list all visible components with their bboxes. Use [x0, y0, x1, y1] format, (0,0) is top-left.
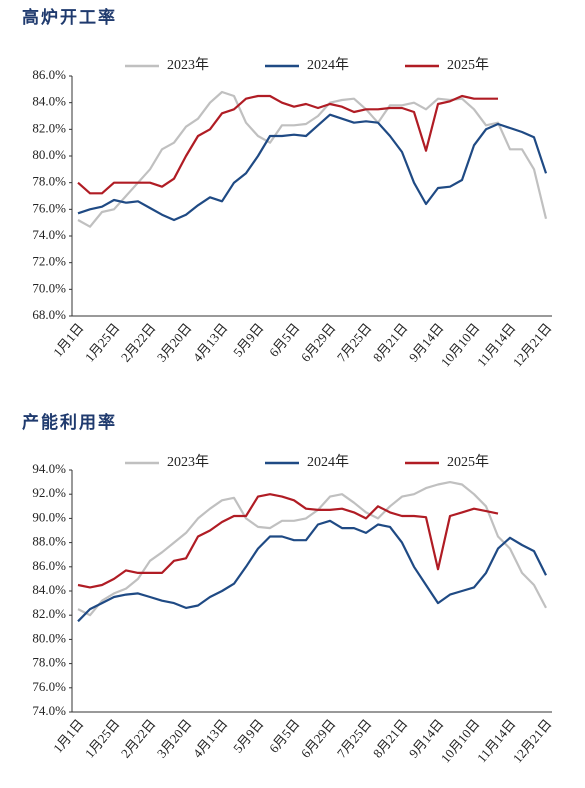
y-tick-label: 82.0%: [32, 120, 66, 135]
y-tick-label: 76.0%: [32, 679, 66, 694]
y-tick-label: 80.0%: [32, 147, 66, 162]
legend-label: 2024年: [307, 57, 349, 73]
y-tick-label: 74.0%: [32, 703, 66, 718]
x-tick-label: 7月25日: [334, 320, 375, 365]
series-line: [77, 493, 499, 589]
x-tick-label: 5月9日: [230, 320, 267, 360]
y-tick-label: 94.0%: [32, 461, 66, 476]
y-tick-label: 72.0%: [32, 254, 66, 269]
x-tick-label: 1月25日: [82, 716, 123, 761]
y-tick-label: 90.0%: [32, 509, 66, 524]
series-line: [77, 481, 547, 617]
chart-title: 产能利用率: [22, 412, 117, 433]
x-tick-label: 2月22日: [118, 716, 159, 761]
y-tick-label: 68.0%: [32, 307, 66, 322]
x-tick-label: 6月29日: [298, 716, 339, 761]
x-tick-label: 5月9日: [230, 716, 267, 756]
y-tick-label: 76.0%: [32, 200, 66, 215]
series-line: [77, 113, 548, 222]
y-tick-label: 92.0%: [32, 485, 66, 500]
x-tick-label: 6月5日: [266, 716, 303, 756]
y-tick-label: 74.0%: [32, 227, 66, 242]
x-tick-label: 1月1日: [50, 716, 87, 756]
y-tick-label: 86.0%: [32, 558, 66, 573]
x-tick-label: 12月21日: [510, 320, 555, 369]
y-tick-label: 84.0%: [32, 582, 66, 597]
legend-label: 2025年: [447, 57, 489, 73]
legend-label: 2024年: [307, 454, 349, 470]
series-line: [77, 519, 547, 623]
legend-label: 2023年: [167, 57, 209, 73]
x-tick-label: 8月21日: [370, 320, 411, 365]
x-tick-label: 4月13日: [190, 320, 231, 365]
y-tick-label: 86.0%: [32, 67, 66, 82]
series-line: [77, 94, 498, 195]
x-tick-label: 4月13日: [190, 716, 231, 761]
x-tick-label: 3月20日: [154, 716, 195, 761]
y-tick-label: 80.0%: [32, 630, 66, 645]
y-tick-label: 78.0%: [32, 174, 66, 189]
y-tick-label: 84.0%: [32, 94, 66, 109]
y-tick-label: 82.0%: [32, 606, 66, 621]
legend-label: 2025年: [447, 454, 489, 470]
legend-label: 2023年: [167, 454, 209, 470]
x-tick-label: 6月29日: [298, 320, 339, 365]
chart-title: 高炉开工率: [22, 7, 117, 28]
x-tick-label: 8月21日: [370, 716, 411, 761]
y-tick-label: 88.0%: [32, 534, 66, 549]
y-tick-label: 78.0%: [32, 655, 66, 670]
x-tick-label: 7月25日: [334, 716, 375, 761]
x-tick-label: 12月21日: [510, 716, 555, 765]
x-tick-label: 1月25日: [82, 320, 123, 365]
x-tick-label: 6月5日: [266, 320, 303, 360]
x-tick-label: 3月20日: [154, 320, 195, 365]
series-line: [77, 90, 548, 228]
x-tick-label: 2月22日: [118, 320, 159, 365]
y-tick-label: 70.0%: [32, 280, 66, 295]
x-tick-label: 1月1日: [50, 320, 87, 360]
